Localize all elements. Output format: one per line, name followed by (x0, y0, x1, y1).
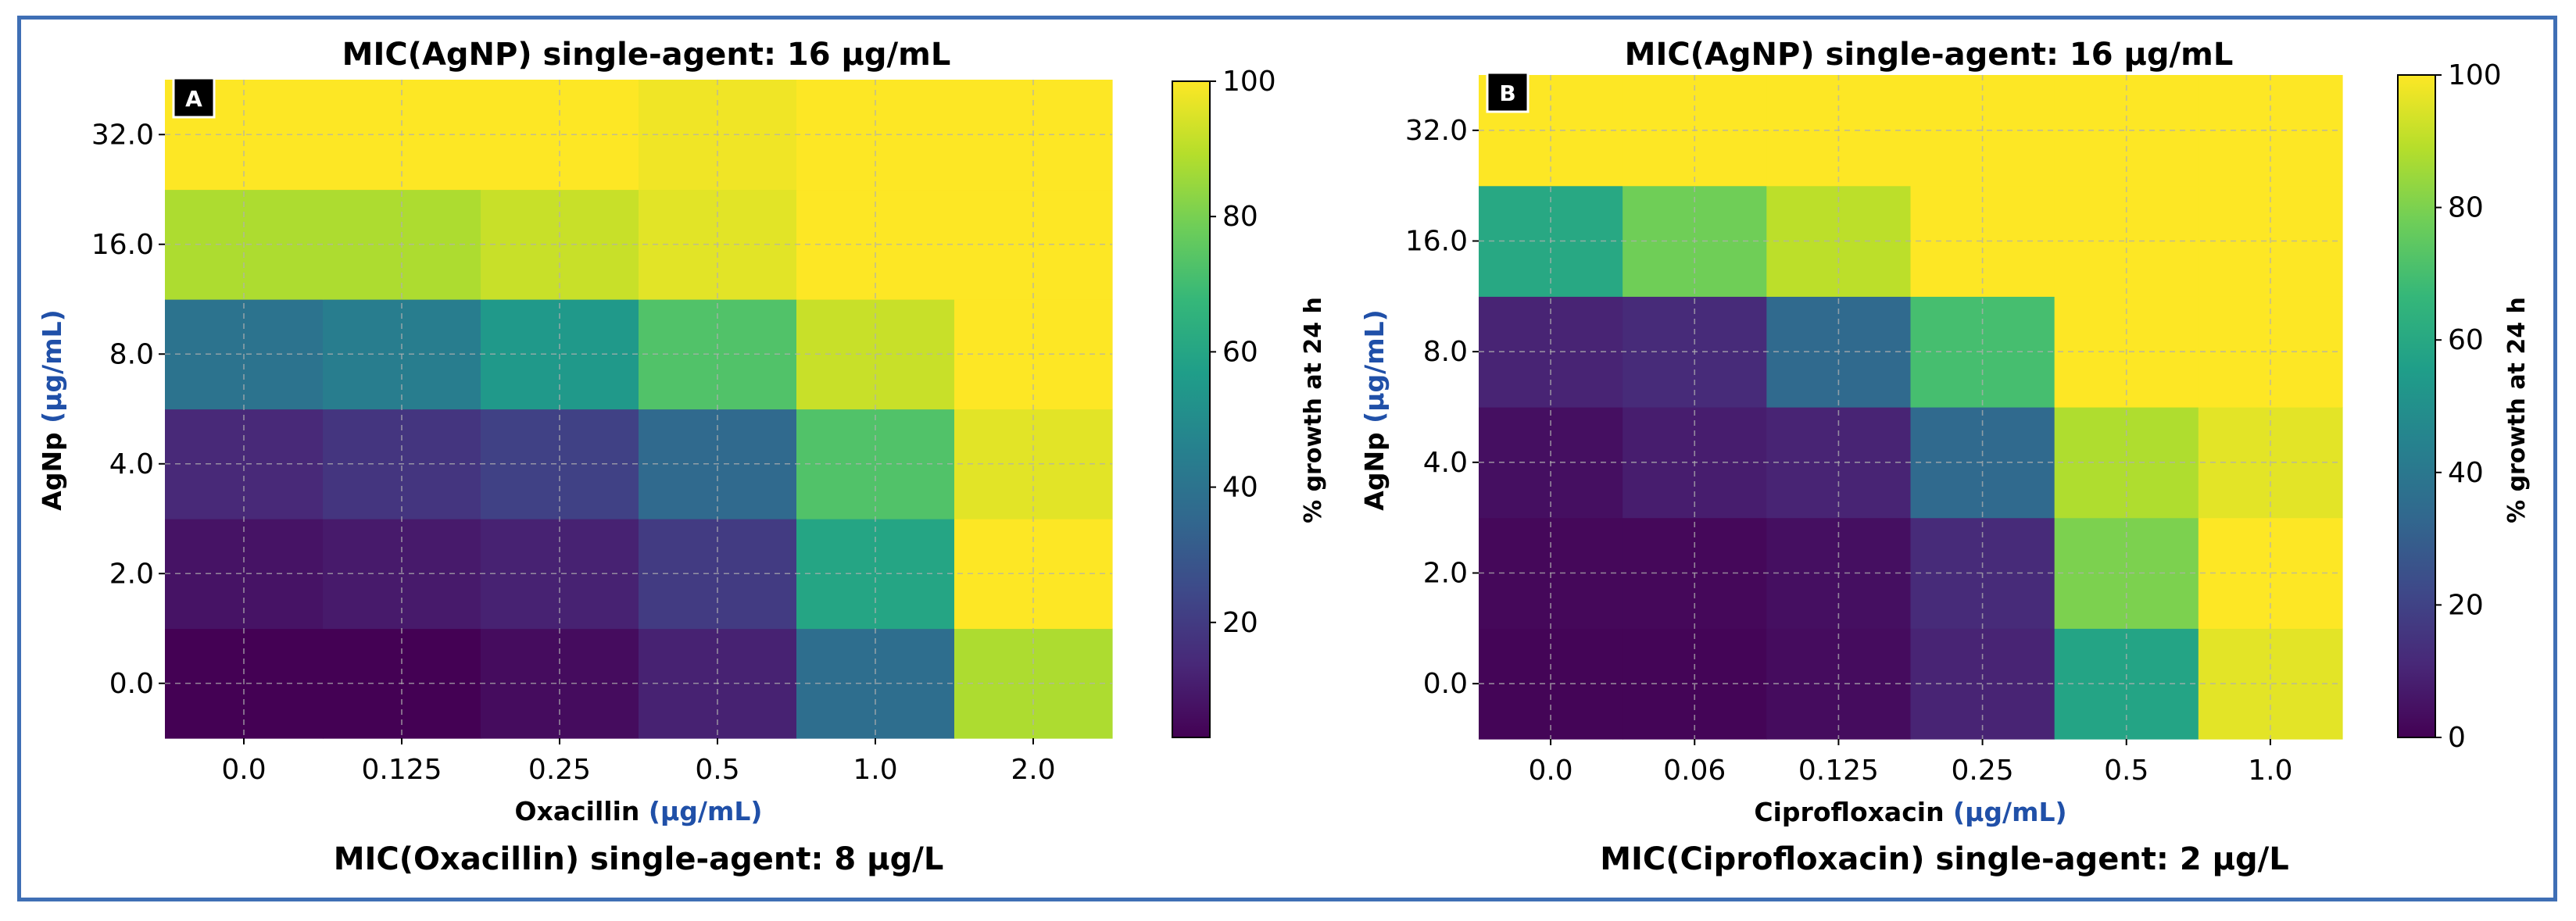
colorbar-tick-label: 80 (1222, 201, 1258, 233)
x-tick-label: 0.5 (2104, 755, 2148, 787)
heatmap-panel-b: 0.0, 0.0: 1%0.06, 0.0: 1%0.125, 0.0: 3%0… (1359, 37, 2531, 877)
panel-badge (1486, 71, 1530, 113)
chart-title: MIC(AgNP) single-agent: 16 μg/mL (342, 37, 951, 73)
panel-badge (172, 77, 216, 119)
panel-badge-label: B (1499, 80, 1515, 106)
colorbar-tick-label: 20 (2448, 589, 2484, 621)
x-tick-label: 1.0 (2248, 755, 2292, 787)
y-axis-label: AgNp (μg/mL) (37, 309, 67, 510)
y-tick-label: 16.0 (1405, 226, 1468, 258)
chart-title: MIC(AgNP) single-agent: 16 μg/mL (1625, 37, 2234, 73)
heatmap-panel-a: 0.0, 0.0: 3%0.125, 0.0: 2%0.25, 0.0: 6%0… (37, 37, 1327, 877)
y-tick-label: 2.0 (109, 558, 154, 590)
colorbar (2397, 74, 2436, 738)
colorbar-tick-label: 60 (1222, 336, 1258, 368)
x-tick-label: 1.0 (853, 754, 897, 786)
x-axis-label: Oxacillin (μg/mL) (515, 796, 763, 826)
y-tick-label: 8.0 (1423, 336, 1468, 368)
x-tick-label: 0.5 (695, 754, 739, 786)
y-tick-label: 32.0 (1405, 115, 1468, 147)
x-tick-label: 0.0 (221, 754, 266, 786)
x-axis-label: Ciprofloxacin (μg/mL) (1754, 797, 2066, 827)
y-tick-label: 0.0 (1423, 668, 1468, 700)
colorbar-tick-label: 60 (2448, 324, 2484, 356)
x-tick-label: 0.0 (1528, 755, 1572, 787)
x-tick-label: 2.0 (1011, 754, 1055, 786)
x-tick-label: 0.25 (1952, 755, 2014, 787)
x-tick-label: 0.125 (1798, 755, 1879, 787)
y-tick-label: 4.0 (109, 448, 154, 480)
colorbar-label: % growth at 24 h (1300, 297, 1327, 523)
x-tick-label: 0.06 (1663, 755, 1726, 787)
y-tick-label: 16.0 (91, 229, 154, 261)
colorbar (1172, 80, 1211, 738)
y-tick-label: 2.0 (1423, 558, 1468, 590)
panel-badge-label: A (185, 86, 202, 112)
y-tick-label: 32.0 (91, 119, 154, 151)
colorbar-tick-label: 80 (2448, 192, 2484, 224)
colorbar-tick-label: 40 (1222, 472, 1258, 504)
colorbar-tick-label: 40 (2448, 457, 2484, 489)
colorbar-label: % growth at 24 h (2503, 297, 2531, 523)
x-tick-label: 0.25 (528, 754, 591, 786)
x-tick-label: 0.125 (361, 754, 442, 786)
colorbar-tick-label: 0 (2448, 722, 2466, 754)
colorbar-tick-label: 100 (1222, 66, 1276, 98)
y-tick-label: 0.0 (109, 668, 154, 700)
y-tick-label: 8.0 (109, 338, 154, 370)
colorbar-tick-label: 100 (2448, 59, 2502, 91)
colorbar-tick-label: 20 (1222, 607, 1258, 639)
y-tick-label: 4.0 (1423, 447, 1468, 479)
chart-footer: MIC(Oxacillin) single-agent: 8 μg/L (334, 841, 944, 877)
chart-footer: MIC(Ciprofloxacin) single-agent: 2 μg/L (1600, 841, 2289, 877)
y-axis-label: AgNp (μg/mL) (1359, 309, 1390, 510)
